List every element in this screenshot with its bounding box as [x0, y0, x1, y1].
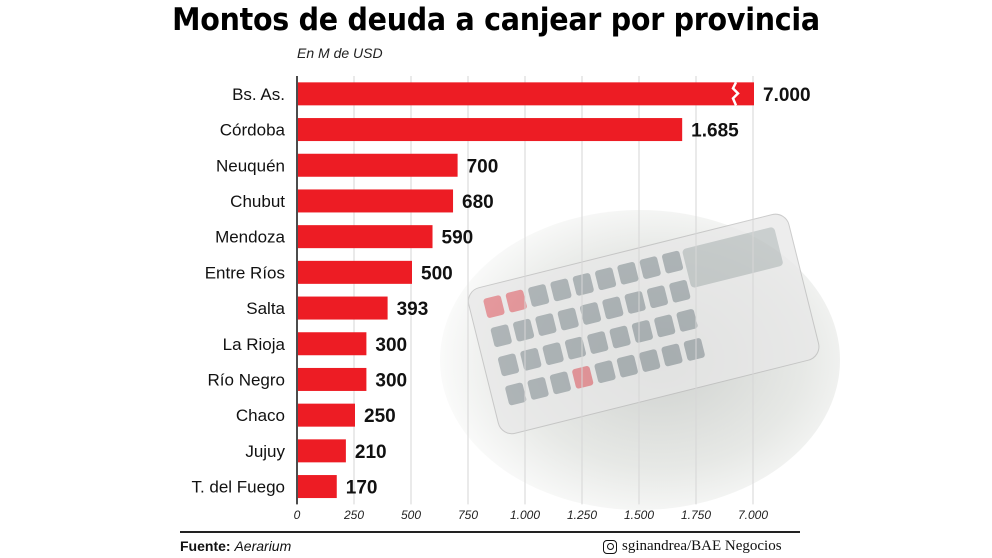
- calculator-key: [483, 295, 505, 318]
- instagram-icon: [603, 539, 617, 554]
- calculator-key: [624, 291, 646, 314]
- calculator-key: [580, 302, 602, 325]
- bar: [298, 332, 367, 356]
- x-tick-label: 7.000: [738, 508, 768, 522]
- calculator-key: [654, 314, 676, 338]
- category-label: Chubut: [230, 192, 285, 211]
- value-label: 500: [421, 263, 453, 284]
- calculator-key: [520, 348, 542, 371]
- value-label: 680: [462, 192, 494, 213]
- bar: [298, 439, 346, 463]
- value-label: 210: [355, 442, 387, 463]
- value-label: 393: [397, 299, 429, 320]
- category-label: Neuquén: [216, 156, 285, 175]
- calculator-key: [550, 278, 572, 302]
- category-label: Salta: [246, 299, 285, 318]
- calculator-key: [661, 343, 683, 367]
- calculator-key: [490, 324, 512, 347]
- calculator-key: [572, 273, 594, 296]
- calculator-key: [631, 320, 653, 343]
- x-tick-label: 500: [401, 508, 421, 522]
- calculator-key: [542, 342, 564, 365]
- calculator-key: [639, 349, 661, 372]
- x-tick-label: 250: [343, 508, 364, 522]
- chart-title: Montos de deuda a canjear por provincia: [172, 2, 820, 38]
- calculator-key: [595, 267, 617, 291]
- category-label: T. del Fuego: [191, 478, 285, 497]
- chart-subtitle: En M de USD: [297, 45, 383, 61]
- calculator-key: [594, 360, 616, 383]
- calculator-money-background: [440, 210, 840, 510]
- credit-note: sginandrea/BAE Negocios: [603, 538, 782, 555]
- source-value: Aerarium: [234, 538, 292, 554]
- bar: [298, 189, 454, 213]
- axis-break-mark: [731, 81, 740, 106]
- source-note: Fuente: Aerarium: [180, 538, 291, 554]
- category-label: Río Negro: [208, 370, 285, 389]
- bar: [298, 403, 355, 427]
- category-label: Mendoza: [215, 228, 285, 247]
- calculator-key: [505, 382, 527, 406]
- calculator-key: [587, 331, 609, 354]
- bar: [298, 82, 754, 106]
- calculator-key: [639, 256, 661, 279]
- value-label: 170: [346, 478, 378, 499]
- calculator-key: [528, 284, 550, 307]
- calculator-key: [617, 261, 639, 285]
- calculator-key: [602, 296, 624, 320]
- category-label: La Rioja: [223, 335, 286, 354]
- credit-text: sginandrea/BAE Negocios: [622, 538, 782, 554]
- category-label: Jujuy: [245, 442, 285, 461]
- calculator-key: [535, 313, 557, 336]
- calculator-key: [549, 371, 571, 395]
- calculator-key: [527, 377, 549, 400]
- x-tick-label: 1.500: [624, 508, 654, 522]
- x-tick-label: 1.250: [567, 508, 597, 522]
- value-label: 300: [375, 335, 407, 356]
- x-tick-label: 1.750: [681, 508, 711, 522]
- category-label: Bs. As.: [232, 85, 285, 104]
- calculator-key: [505, 289, 527, 313]
- value-label: 700: [467, 156, 499, 177]
- source-label: Fuente:: [180, 538, 231, 554]
- calculator-key: [669, 279, 691, 303]
- calculator-key: [683, 338, 705, 361]
- calculator-key: [646, 285, 668, 309]
- calculator-key: [572, 366, 594, 389]
- value-label: 590: [442, 228, 474, 249]
- x-tick-label: 1.000: [510, 508, 540, 522]
- bar: [298, 260, 412, 284]
- x-tick-label: 750: [458, 508, 478, 522]
- x-tick-label: 0: [294, 508, 301, 522]
- calculator-key: [616, 354, 638, 378]
- calculator-key: [513, 318, 535, 342]
- category-label: Entre Ríos: [205, 263, 285, 282]
- value-label: 7.000: [763, 85, 811, 106]
- calculator-key: [564, 336, 586, 360]
- category-label: Chaco: [236, 406, 285, 425]
- category-label: Córdoba: [220, 121, 286, 140]
- bar: [298, 475, 337, 499]
- bar: [298, 153, 458, 177]
- bar: [298, 225, 433, 249]
- bar: [298, 118, 683, 142]
- calculator-key: [557, 307, 579, 331]
- bar: [298, 296, 388, 320]
- calculator-key: [662, 250, 684, 274]
- calculator-key: [609, 325, 631, 349]
- value-label: 250: [364, 406, 396, 427]
- value-label: 1.685: [691, 121, 739, 142]
- value-label: 300: [375, 370, 407, 391]
- calculator-key: [676, 309, 698, 332]
- bar: [298, 367, 367, 391]
- calculator-key: [498, 353, 520, 377]
